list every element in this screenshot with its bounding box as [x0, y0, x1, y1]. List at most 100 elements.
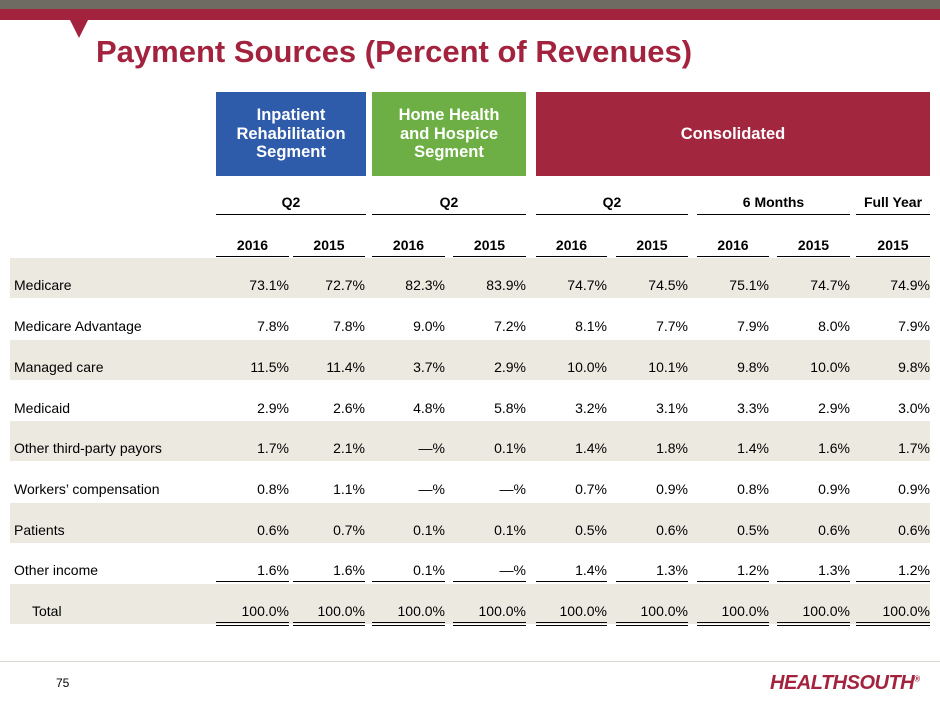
table-cell: 0.9% [898, 481, 930, 497]
total-double-underline [697, 622, 769, 626]
table-cell: 74.9% [890, 277, 930, 293]
subtotal-underline [372, 581, 445, 582]
table-cell: 0.8% [737, 481, 769, 497]
table-cell: 1.2% [737, 562, 769, 578]
year-header: 2016 [717, 237, 749, 253]
table-cell: 0.7% [333, 522, 365, 538]
healthsouth-logo: HEALTHSOUTH® [770, 672, 920, 694]
year-header: 2015 [797, 237, 830, 253]
subtotal-underline [453, 581, 526, 582]
table-cell: 100.0% [640, 603, 688, 619]
segment-header-line: and Hospice [399, 124, 499, 143]
row-label: Other third-party payors [14, 440, 162, 456]
table-cell: 2.1% [333, 440, 365, 456]
row-label: Patients [14, 522, 65, 538]
subtotal-underline [216, 581, 289, 582]
table-cell: 0.1% [494, 522, 526, 538]
segment-header-inpatient: Inpatient Rehabilitation Segment [216, 92, 366, 176]
segment-header-line: Rehabilitation [236, 124, 346, 143]
table-cell: —% [499, 481, 526, 497]
header-accent-bar [0, 9, 940, 20]
page-title: Payment Sources (Percent of Revenues) [96, 34, 693, 69]
table-cell: 0.5% [575, 522, 607, 538]
footer-divider [0, 661, 940, 662]
table-cell: 8.0% [818, 318, 850, 334]
table-cell: 7.8% [333, 318, 365, 334]
table-cell: 74.7% [810, 277, 850, 293]
table-cell: 82.3% [405, 277, 445, 293]
period-header: Q2 [602, 194, 622, 210]
year-header: 2015 [473, 237, 506, 253]
table-cell: 1.2% [898, 562, 930, 578]
total-double-underline [536, 622, 607, 626]
table-cell: 100.0% [802, 603, 850, 619]
table-cell: 0.5% [737, 522, 769, 538]
table-cell: 7.9% [737, 318, 769, 334]
total-double-underline [616, 622, 688, 626]
year-header: 2015 [313, 237, 345, 253]
row-label: Medicare [14, 277, 72, 293]
table-cell: 73.1% [249, 277, 289, 293]
table-cell: 3.0% [898, 400, 930, 416]
table-cell: 1.6% [333, 562, 365, 578]
total-double-underline [777, 622, 850, 626]
table-cell: 1.3% [656, 562, 688, 578]
table-cell: 2.9% [494, 359, 526, 375]
table-cell: 74.5% [648, 277, 688, 293]
header-notch [70, 20, 88, 38]
table-cell: 10.1% [648, 359, 688, 375]
table-cell: 3.1% [656, 400, 688, 416]
table-cell: 75.1% [729, 277, 769, 293]
period-header: 6 Months [742, 194, 805, 210]
table-cell: —% [418, 440, 445, 456]
table-cell: 100.0% [241, 603, 289, 619]
table-cell: 0.6% [818, 522, 850, 538]
table-cell: 9.8% [737, 359, 769, 375]
row-label: Other income [14, 562, 99, 578]
table-cell: 0.6% [656, 522, 688, 538]
table-cell: 0.6% [898, 522, 930, 538]
row-band [10, 584, 930, 624]
row-band [10, 503, 930, 543]
table-cell: 1.7% [898, 440, 930, 456]
subtotal-underline [616, 581, 688, 582]
year-underline [777, 256, 850, 257]
subtotal-underline [777, 581, 850, 582]
table-cell: 0.7% [575, 481, 607, 497]
table-cell: 100.0% [397, 603, 445, 619]
total-double-underline [293, 622, 365, 626]
table-cell: 100.0% [317, 603, 365, 619]
table-cell: 11.5% [250, 359, 289, 375]
period-header: Full Year [863, 194, 923, 210]
year-header: 2016 [236, 237, 269, 253]
table-cell: 3.2% [575, 400, 607, 416]
table-cell: 10.0% [567, 359, 607, 375]
table-cell: 0.8% [257, 481, 289, 497]
page-number: 75 [56, 676, 70, 690]
table-cell: 9.8% [898, 359, 930, 375]
table-cell: 1.8% [656, 440, 688, 456]
subtotal-underline [856, 581, 930, 582]
period-underline [536, 214, 688, 215]
table-cell: 1.7% [257, 440, 289, 456]
subtotal-underline [293, 581, 365, 582]
segment-header-line: Inpatient [256, 105, 326, 124]
total-double-underline [453, 622, 526, 626]
table-cell: 7.7% [656, 318, 688, 334]
table-cell: 8.1% [575, 318, 607, 334]
year-header: 2015 [877, 237, 909, 253]
subtotal-underline [536, 581, 607, 582]
table-cell: 11.4% [326, 359, 365, 375]
table-cell: 1.4% [737, 440, 769, 456]
year-underline [616, 256, 688, 257]
table-cell: 100.0% [721, 603, 769, 619]
year-header: 2016 [555, 237, 588, 253]
year-underline [856, 256, 930, 257]
year-underline [293, 256, 365, 257]
period-underline [216, 214, 366, 215]
table-cell: —% [499, 562, 526, 578]
row-label: Medicaid [14, 400, 71, 416]
table-cell: 1.6% [818, 440, 850, 456]
logo-text: HEALTHSOUTH [770, 672, 915, 694]
table-cell: 0.9% [656, 481, 688, 497]
